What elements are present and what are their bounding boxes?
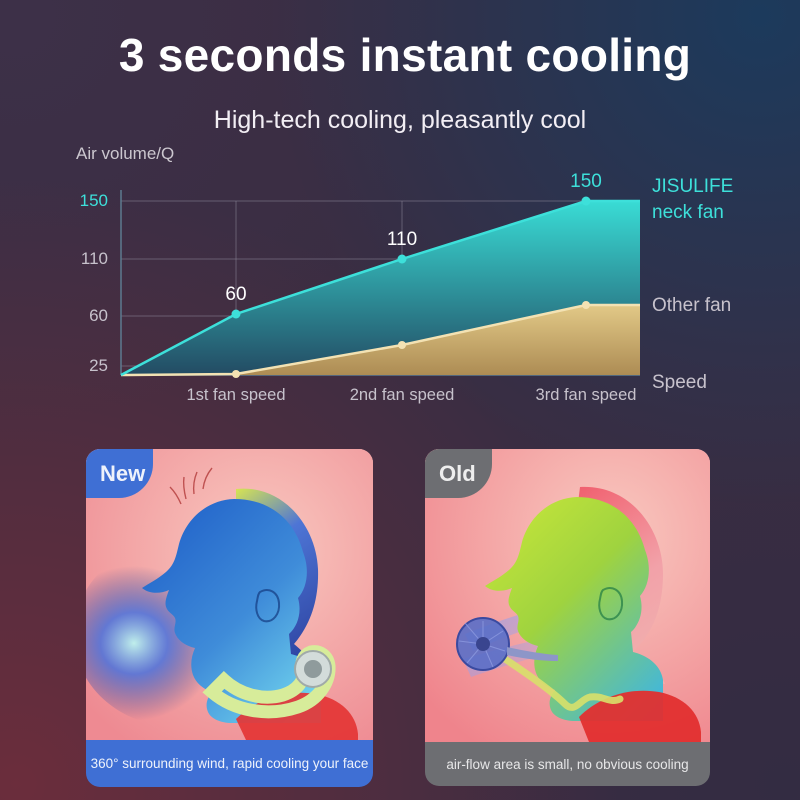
svg-text:Speed: Speed — [652, 372, 707, 393]
svg-text:Other fan: Other fan — [652, 295, 731, 316]
svg-text:2nd fan speed: 2nd fan speed — [350, 386, 455, 404]
svg-text:60: 60 — [225, 284, 246, 305]
svg-text:110: 110 — [387, 229, 417, 250]
svg-text:150: 150 — [80, 191, 108, 210]
svg-text:150: 150 — [570, 171, 602, 192]
svg-text:3rd fan speed: 3rd fan speed — [536, 386, 637, 404]
svg-text:25: 25 — [89, 356, 108, 375]
svg-text:60: 60 — [89, 306, 108, 325]
svg-text:1st fan speed: 1st fan speed — [186, 386, 285, 404]
svg-text:neck fan: neck fan — [652, 202, 724, 223]
svg-text:JISULIFE: JISULIFE — [652, 176, 733, 197]
svg-text:110: 110 — [81, 249, 108, 268]
